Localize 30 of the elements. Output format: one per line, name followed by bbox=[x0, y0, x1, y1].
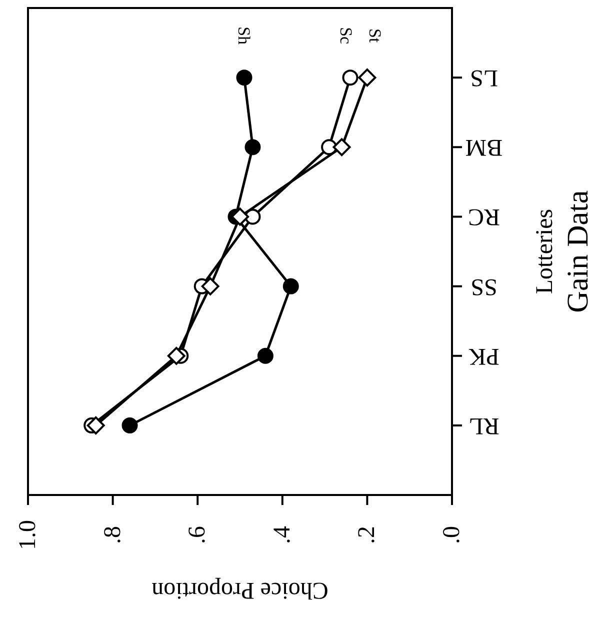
x-tick-label: 1.0 bbox=[15, 520, 41, 550]
point bbox=[231, 208, 249, 226]
y-tick-label: BM bbox=[465, 134, 503, 160]
point bbox=[257, 348, 274, 364]
y-tick-label: RL bbox=[468, 412, 500, 438]
point bbox=[282, 278, 299, 294]
x-tick-label: .4 bbox=[269, 526, 296, 544]
point bbox=[167, 346, 186, 365]
point bbox=[244, 139, 261, 156]
x-tick-label: .8 bbox=[100, 526, 126, 544]
y-tick-label: RC bbox=[468, 204, 500, 230]
y-axis-title: Lotteries bbox=[532, 208, 558, 294]
text: St bbox=[366, 28, 385, 43]
text: Gain Data bbox=[562, 190, 594, 313]
point bbox=[358, 68, 376, 87]
x-axis-title: Choice Proportion bbox=[152, 577, 328, 603]
y-tick-label: SS bbox=[470, 273, 498, 300]
point bbox=[342, 70, 358, 86]
text: Sh bbox=[234, 26, 254, 46]
point bbox=[201, 277, 220, 296]
point bbox=[332, 138, 351, 156]
point bbox=[236, 70, 252, 86]
point bbox=[122, 417, 138, 434]
y-tick-label: PK bbox=[468, 342, 500, 369]
text: Sc bbox=[336, 27, 356, 45]
x-tick-label: .0 bbox=[439, 526, 465, 544]
x-tick-label: .2 bbox=[354, 526, 380, 544]
point bbox=[86, 416, 105, 434]
y-tick-label: LS bbox=[470, 64, 498, 91]
x-tick-label: .6 bbox=[184, 526, 211, 544]
